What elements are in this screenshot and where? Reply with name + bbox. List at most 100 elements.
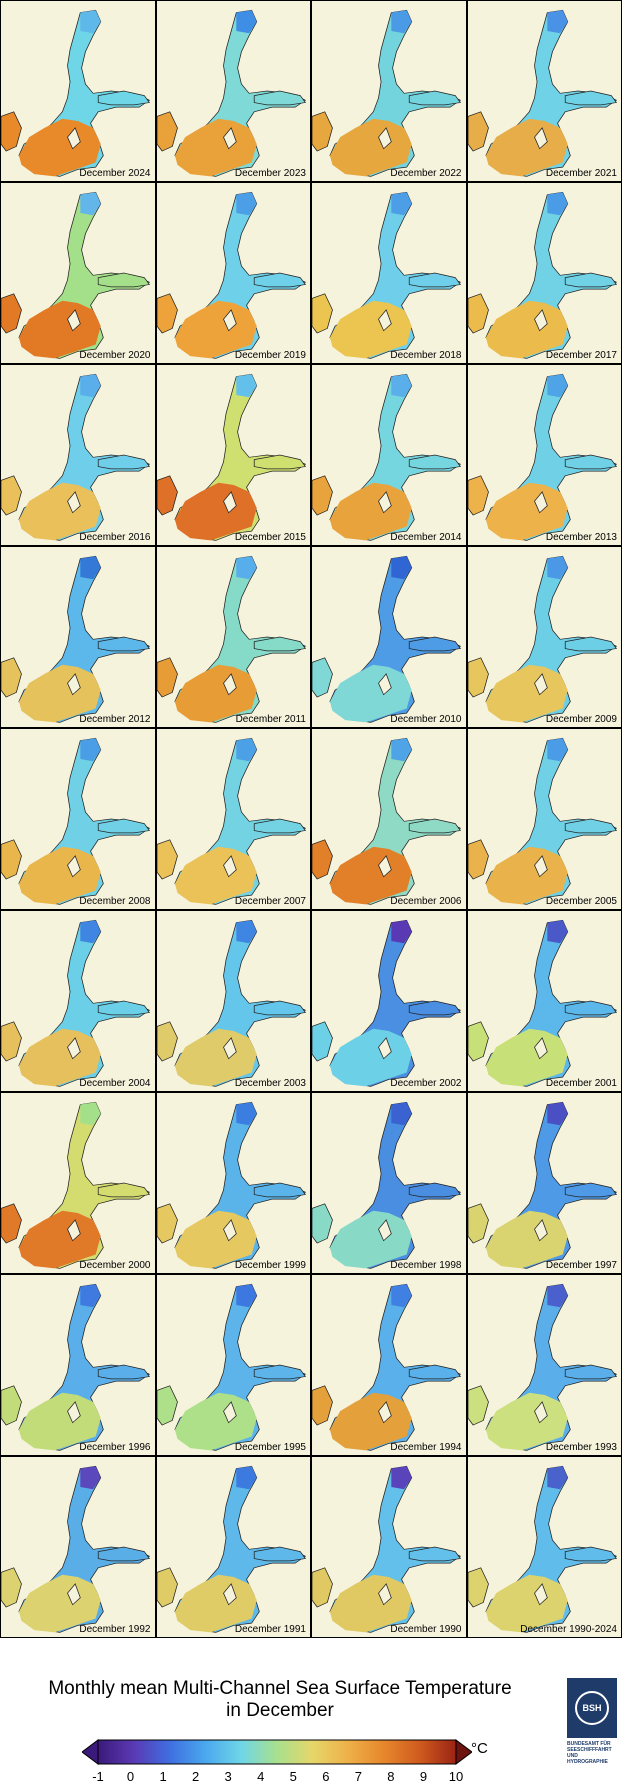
bothnian-bay-sst: [235, 10, 257, 34]
gulf-of-finland-sst: [253, 272, 306, 288]
southern-basin-sst: [329, 300, 412, 359]
baltic-sea-map: [156, 555, 306, 723]
gotland-island: [67, 127, 81, 150]
baltic-sea-map: [312, 555, 462, 723]
gotland-island: [222, 1401, 237, 1424]
kattegat-sst: [467, 839, 489, 880]
map-panel: December 2007: [156, 729, 310, 909]
baltic-sea-map: [1, 737, 151, 905]
southern-basin-sst: [18, 1210, 101, 1269]
gulf-of-finland-sst: [408, 90, 462, 106]
southern-basin-sst: [485, 482, 568, 541]
baltic-sea-map: [467, 191, 617, 359]
bothnian-bay-sst: [391, 738, 412, 762]
southern-basin-sst: [174, 118, 257, 177]
panel-label: December 2002: [390, 1078, 462, 1089]
kattegat-sst: [156, 657, 178, 698]
kattegat-sst: [1, 1203, 22, 1244]
baltic-sea-map: [1, 1101, 151, 1269]
gulf-of-finland-sst: [564, 454, 617, 470]
southern-basin-sst: [329, 664, 412, 723]
colorbar-tick-label: -1: [92, 1769, 104, 1784]
map-panel: December 2002: [312, 911, 466, 1091]
panel-label: December 1992: [79, 1624, 151, 1635]
kattegat-sst: [467, 1203, 489, 1244]
panel-label: December 1998: [390, 1260, 462, 1271]
colorbar-bar: [97, 1739, 457, 1765]
map-panel: December 2019: [156, 183, 310, 363]
map-panel: December 1999: [156, 1093, 310, 1273]
gulf-of-finland-sst: [97, 636, 151, 652]
gotland-island: [222, 855, 237, 878]
panel-label: December 2015: [234, 532, 306, 543]
baltic-sea-map: [312, 919, 462, 1087]
colorbar-tick-label: 2: [192, 1769, 200, 1784]
colorbar-tick-label: 8: [387, 1769, 395, 1784]
map-panel: December 1992: [1, 1457, 155, 1637]
southern-basin-sst: [485, 118, 568, 177]
baltic-sea-map: [467, 737, 617, 905]
gulf-of-finland-sst: [564, 272, 617, 288]
baltic-sea-map: [467, 555, 617, 723]
kattegat-sst: [312, 111, 333, 152]
map-panel: December 2016: [1, 365, 155, 545]
bothnian-bay-sst: [391, 920, 412, 944]
bothnian-bay-sst: [80, 1466, 101, 1490]
gotland-island: [378, 1219, 392, 1242]
baltic-sea-map: [467, 1101, 617, 1269]
bothnian-bay-sst: [546, 556, 568, 580]
bothnian-bay-sst: [80, 1284, 101, 1308]
panel-label: December 2013: [545, 532, 617, 543]
panel-label: December 1990-2024: [520, 1624, 617, 1635]
gotland-island: [222, 1037, 237, 1060]
kattegat-sst: [156, 1567, 178, 1608]
gotland-island: [378, 855, 392, 878]
kattegat-sst: [312, 1385, 333, 1426]
baltic-sea-map: [1, 373, 151, 541]
legend-title-line2: in December: [226, 1700, 334, 1721]
map-panel: December 2014: [312, 365, 466, 545]
gotland-island: [533, 309, 548, 332]
baltic-sea-map: [312, 1283, 462, 1451]
gulf-of-finland-sst: [408, 636, 462, 652]
panel-label: December 2012: [79, 714, 151, 725]
kattegat-sst: [1, 839, 22, 880]
southern-basin-sst: [18, 1392, 101, 1451]
panel-label: December 1996: [79, 1442, 151, 1453]
baltic-sea-map: [156, 1101, 306, 1269]
bothnian-bay-sst: [235, 920, 257, 944]
kattegat-sst: [1, 657, 22, 698]
kattegat-sst: [156, 1021, 178, 1062]
bothnian-bay-sst: [80, 556, 101, 580]
bsh-logo-caption: BUNDESAMT FÜR SEESCHIFFFAHRT UND HYDROGR…: [567, 1741, 612, 1765]
kattegat-sst: [156, 293, 178, 334]
map-panel: December 2020: [1, 183, 155, 363]
bothnian-bay-sst: [546, 374, 568, 398]
bsh-emblem-icon: BSH: [575, 1691, 609, 1725]
gotland-island: [378, 127, 392, 150]
southern-basin-sst: [18, 1574, 101, 1633]
bothnian-bay-sst: [391, 556, 412, 580]
gulf-of-finland-sst: [408, 1182, 462, 1198]
map-panel: December 2015: [156, 365, 310, 545]
southern-basin-sst: [18, 118, 101, 177]
map-panel: December 2009: [467, 547, 621, 727]
bothnian-bay-sst: [546, 1102, 568, 1126]
panel-label: December 2019: [234, 350, 306, 361]
panel-label: December 1995: [234, 1442, 306, 1453]
baltic-sea-map: [156, 373, 306, 541]
gulf-of-finland-sst: [564, 1546, 617, 1562]
map-panel: December 2023: [156, 1, 310, 181]
baltic-sea-map: [156, 1283, 306, 1451]
baltic-sea-map: [467, 1283, 617, 1451]
gulf-of-finland-sst: [564, 1364, 617, 1380]
colorbar: [82, 1739, 472, 1765]
map-panel: December 2003: [156, 911, 310, 1091]
gotland-island: [378, 1401, 392, 1424]
southern-basin-sst: [485, 846, 568, 905]
southern-basin-sst: [18, 482, 101, 541]
gulf-of-finland-sst: [408, 1000, 462, 1016]
baltic-sea-map: [312, 373, 462, 541]
colorbar-unit: °C: [471, 1740, 488, 1757]
panel-label: December 1990: [390, 1624, 462, 1635]
